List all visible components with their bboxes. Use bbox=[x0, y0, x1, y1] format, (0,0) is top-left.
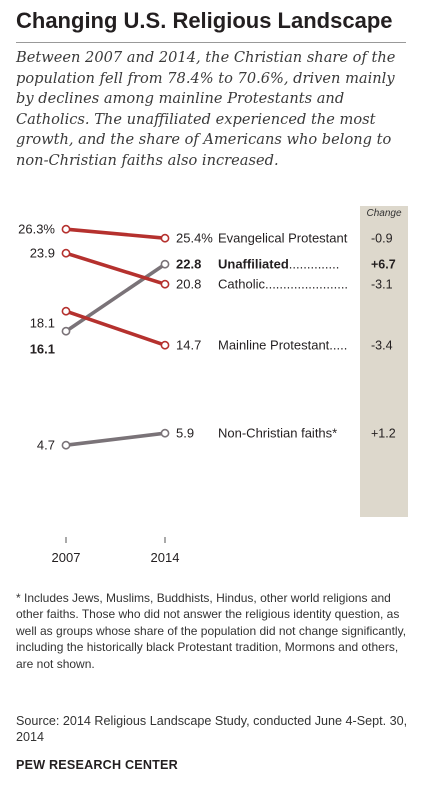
chart-subtitle: Between 2007 and 2014, the Christian sha… bbox=[16, 49, 396, 169]
series-name-unaffiliated: Unaffiliated.............. bbox=[218, 257, 339, 272]
point-2007-catholic bbox=[61, 248, 71, 258]
slope-chart: Change 26.3% 25.4% Evangelical Protestant -0… bbox=[18, 206, 408, 565]
x-label-2007: 2007 bbox=[52, 550, 81, 565]
label-2014-mainline-protestant: 14.7 bbox=[176, 338, 201, 353]
source-note: Source: 2014 Religious Landscape Study, … bbox=[16, 714, 408, 745]
series-name-non-christian-faiths: Non-Christian faiths* bbox=[218, 426, 337, 441]
label-2014-unaffiliated: 22.8 bbox=[176, 257, 201, 272]
series-line-catholic bbox=[65, 251, 166, 286]
label-2014-non-christian-faiths: 5.9 bbox=[176, 426, 194, 441]
series-line-mainline-protestant bbox=[65, 309, 166, 347]
point-2007-evangelical-protestant bbox=[61, 224, 71, 234]
point-2007-unaffiliated bbox=[61, 326, 71, 336]
point-2014-non-christian-faiths bbox=[160, 428, 170, 438]
label-2007-mainline-protestant: 18.1 bbox=[30, 316, 55, 331]
point-2014-mainline-protestant bbox=[160, 340, 170, 350]
label-2007-evangelical-protestant: 26.3% bbox=[18, 222, 55, 237]
footnote: * Includes Jews, Muslims, Buddhists, Hin… bbox=[16, 591, 407, 671]
change-column-band bbox=[360, 206, 408, 517]
label-2007-non-christian-faiths: 4.7 bbox=[37, 438, 55, 453]
series-name-evangelical-protestant: Evangelical Protestant bbox=[218, 231, 348, 246]
x-label-2014: 2014 bbox=[151, 550, 180, 565]
change-value-evangelical-protestant: -0.9 bbox=[371, 232, 393, 246]
label-2007-unaffiliated: 16.1 bbox=[30, 342, 55, 357]
change-column-header: Change bbox=[366, 208, 401, 219]
change-value-catholic: -3.1 bbox=[371, 278, 393, 292]
series-name-mainline-protestant: Mainline Protestant..... bbox=[218, 338, 347, 353]
point-2014-evangelical-protestant bbox=[160, 233, 170, 243]
label-2014-evangelical-protestant: 25.4% bbox=[176, 231, 213, 246]
chart-title: Changing U.S. Religious Landscape bbox=[16, 8, 393, 33]
point-2007-mainline-protestant bbox=[61, 306, 71, 316]
title-divider bbox=[16, 42, 406, 43]
organization-credit: PEW RESEARCH CENTER bbox=[16, 758, 178, 772]
change-value-non-christian-faiths: +1.2 bbox=[371, 427, 396, 441]
series-line-evangelical-protestant bbox=[65, 227, 166, 240]
series-line-unaffiliated bbox=[64, 262, 167, 333]
change-value-mainline-protestant: -3.4 bbox=[371, 339, 393, 353]
point-2014-unaffiliated bbox=[160, 259, 170, 269]
point-2014-catholic bbox=[160, 279, 170, 289]
label-2014-catholic: 20.8 bbox=[176, 277, 201, 292]
label-2007-catholic: 23.9 bbox=[30, 246, 55, 261]
change-value-unaffiliated: +6.7 bbox=[371, 258, 396, 272]
series-name-catholic: Catholic....................... bbox=[218, 277, 348, 292]
point-2007-non-christian-faiths bbox=[61, 440, 71, 450]
series-line-non-christian-faiths bbox=[65, 431, 166, 447]
